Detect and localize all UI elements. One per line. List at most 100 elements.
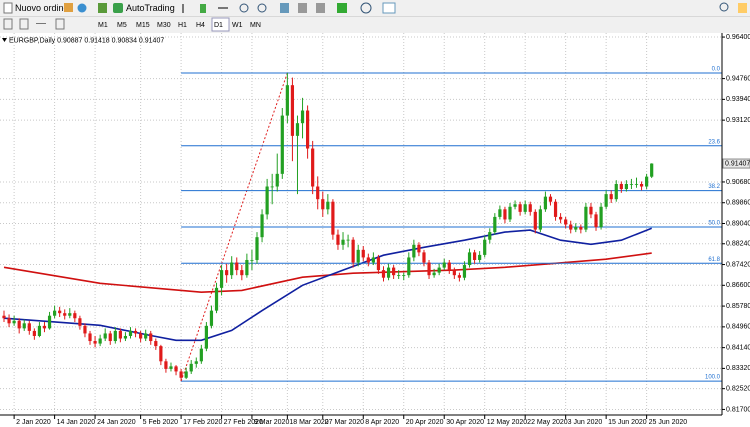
toolbar-icon[interactable] — [77, 3, 87, 13]
timeframe-button[interactable]: W1 — [232, 22, 243, 29]
candle-body — [650, 163, 654, 177]
new-order-button[interactable]: Nuovo ordine — [15, 3, 69, 13]
candle-body — [311, 148, 315, 187]
timeframe-button[interactable]: M30 — [157, 22, 171, 29]
candle-body — [199, 348, 203, 362]
candle-body — [128, 330, 133, 336]
candle-body — [624, 183, 628, 190]
zoom-in[interactable] — [239, 3, 249, 13]
fibo-label: 0.0 — [712, 67, 721, 73]
candle-body — [37, 325, 42, 336]
candle-body — [219, 270, 224, 288]
candle-body — [47, 315, 52, 329]
fibo-label: 61.8 — [708, 257, 720, 263]
search[interactable] — [719, 2, 729, 12]
candle-body — [604, 194, 608, 207]
y-tick-label: 0.84140 — [726, 344, 750, 351]
candle-body — [149, 333, 153, 342]
candle-body — [381, 270, 386, 278]
candle-body — [564, 219, 568, 225]
x-tick-label: 5 Feb 2020 — [143, 419, 179, 426]
templates[interactable] — [382, 2, 396, 14]
candle-body — [341, 239, 345, 245]
y-tick-label: 0.94760 — [726, 75, 750, 82]
candle-body — [306, 110, 310, 149]
timeframe-button[interactable]: D1 — [214, 22, 223, 29]
tool-text[interactable] — [55, 18, 65, 30]
candle-body — [255, 237, 259, 260]
candle-body — [316, 186, 320, 200]
candle-body — [214, 287, 219, 311]
timeframe-button[interactable]: H1 — [178, 22, 187, 29]
candle-body — [260, 214, 264, 238]
candle-body — [569, 224, 573, 230]
fibo-label: 38.2 — [708, 184, 720, 190]
candle-body — [63, 313, 67, 316]
candle-body — [98, 338, 102, 344]
candle-body — [78, 318, 82, 326]
tool-bars[interactable] — [182, 4, 184, 13]
candle-body — [88, 333, 92, 342]
candle-body — [331, 201, 335, 235]
chart-shift[interactable] — [316, 3, 325, 13]
x-tick-label: 2 Jan 2020 — [16, 419, 51, 426]
x-tick-label: 27 Feb 2020 — [224, 419, 263, 426]
timeframe-button[interactable]: M1 — [98, 22, 108, 29]
x-tick-label: 24 Jan 2020 — [97, 419, 136, 426]
y-tick-label: 0.85780 — [726, 303, 750, 310]
tool-line[interactable] — [218, 7, 228, 9]
candle-body — [356, 249, 360, 263]
candle-body — [7, 318, 11, 324]
candle-body — [594, 214, 598, 228]
tool-hline[interactable] — [36, 23, 46, 24]
candle-body — [528, 204, 532, 212]
candle-body — [371, 257, 375, 263]
x-tick-label: 25 Jun 2020 — [649, 419, 688, 426]
tile-windows[interactable] — [280, 3, 289, 13]
timeframe-button[interactable]: MN — [250, 22, 261, 29]
autotrading-icon[interactable] — [113, 3, 123, 13]
chat[interactable] — [738, 3, 747, 13]
candle-body — [235, 262, 239, 271]
candle-body — [579, 227, 583, 230]
symbol: EURGBP,Daily — [9, 37, 56, 44]
candle-body — [275, 173, 279, 187]
candle-body — [154, 341, 158, 347]
x-tick-label: 8 Apr 2020 — [365, 419, 399, 426]
current-price-label: 0.91407 — [725, 160, 750, 167]
candle-body — [589, 206, 593, 215]
candle-body — [83, 325, 87, 334]
toolbar-icon[interactable] — [98, 3, 107, 13]
candle-body — [245, 259, 249, 276]
x-tick-label: 20 Apr 2020 — [406, 419, 444, 426]
periods[interactable] — [360, 2, 372, 14]
current-price-box — [722, 158, 750, 169]
candle-body — [184, 371, 188, 378]
x-tick-label: 15 Jun 2020 — [608, 419, 647, 426]
moving-average — [3, 227, 652, 342]
candle-body — [133, 330, 138, 334]
chart-tools — [182, 2, 747, 14]
autotrading-button[interactable]: AutoTrading — [126, 3, 175, 13]
toolbar-icon[interactable] — [64, 3, 73, 12]
timeframe-button[interactable]: H4 — [196, 22, 205, 29]
candle-body — [548, 196, 553, 202]
timeframe-button[interactable]: M5 — [117, 22, 127, 29]
zoom-out[interactable] — [257, 3, 267, 13]
tool-crosshair[interactable] — [19, 18, 29, 30]
candle-body — [645, 176, 649, 187]
high: 0.91418 — [84, 37, 109, 44]
tool-candles[interactable] — [200, 4, 206, 13]
candle-body — [361, 249, 365, 258]
candle-body — [442, 262, 446, 268]
candle-body — [397, 275, 401, 276]
indicators[interactable] — [337, 3, 347, 13]
candle-body — [609, 194, 613, 200]
timeframe-button[interactable]: M15 — [136, 22, 150, 29]
autoscroll[interactable] — [298, 3, 307, 13]
candle-body — [427, 262, 431, 276]
candle-body — [189, 363, 193, 372]
new-order-icon[interactable] — [3, 2, 13, 14]
candle-body — [553, 201, 558, 217]
tool-cursor[interactable] — [3, 18, 13, 30]
